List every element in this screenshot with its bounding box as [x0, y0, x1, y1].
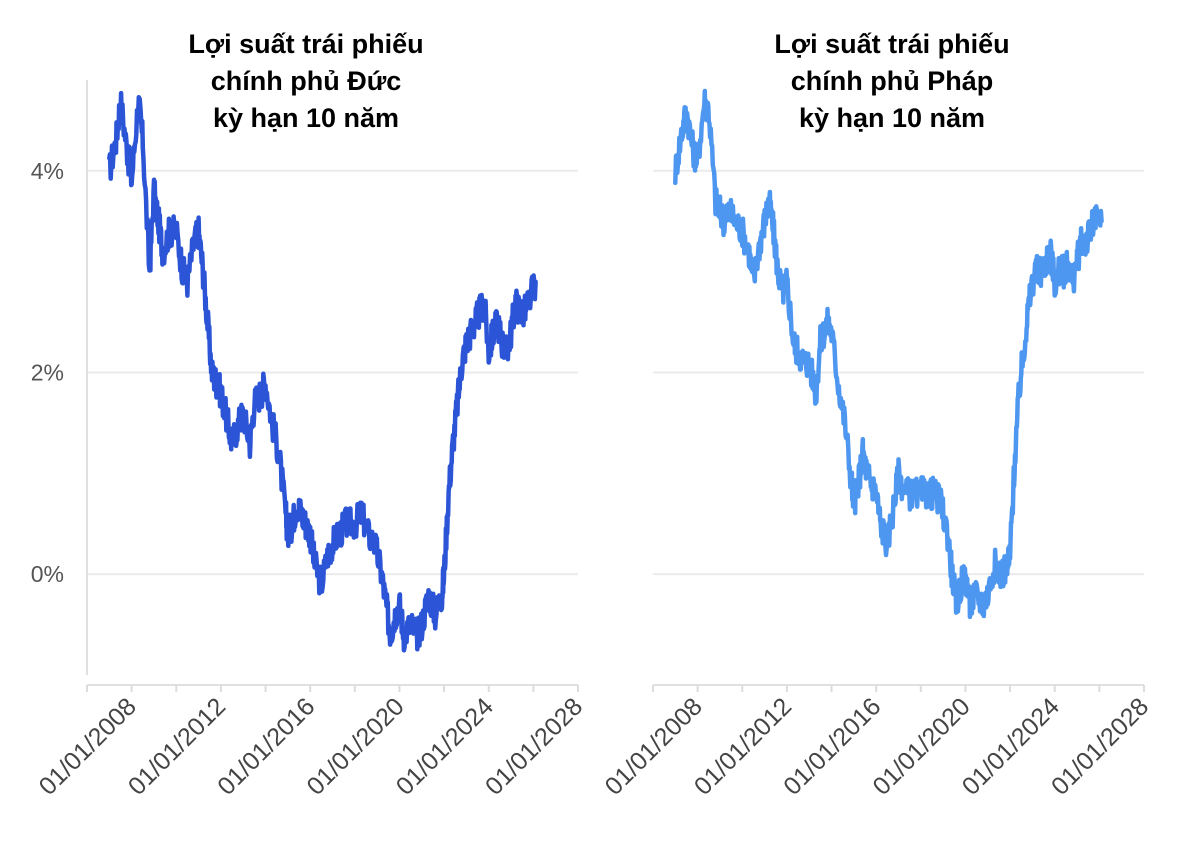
- right-x-tick-label: 01/01/2028: [1046, 692, 1154, 800]
- left-chart-title: Lợi suất trái phiếu chính phủ Đức kỳ hạn…: [96, 26, 516, 137]
- y-tick-label: 0%: [31, 561, 64, 587]
- y-tick-label: 4%: [31, 158, 64, 184]
- left-yield-line: [107, 90, 538, 653]
- right-chart-title: Lợi suất trái phiếu chính phủ Pháp kỳ hạ…: [682, 26, 1102, 137]
- right-yield-line: [673, 88, 1104, 620]
- right-chart-title-line-1: Lợi suất trái phiếu: [774, 29, 1010, 59]
- left-x-tick-label: 01/01/2028: [480, 692, 588, 800]
- left-chart-panel: 0%2%4%01/01/200801/01/201201/01/201601/0…: [31, 80, 588, 801]
- left-chart-title-line-1: Lợi suất trái phiếu: [188, 29, 424, 59]
- right-chart-panel: 01/01/200801/01/201201/01/201601/01/2020…: [600, 88, 1154, 801]
- left-chart-title-line-3: kỳ hạn 10 năm: [212, 103, 400, 133]
- right-chart-title-line-3: kỳ hạn 10 năm: [798, 103, 986, 133]
- left-chart-title-line-2: chính phủ Đức: [210, 66, 402, 96]
- y-tick-label: 2%: [31, 359, 64, 385]
- right-chart-title-line-2: chính phủ Pháp: [790, 66, 994, 96]
